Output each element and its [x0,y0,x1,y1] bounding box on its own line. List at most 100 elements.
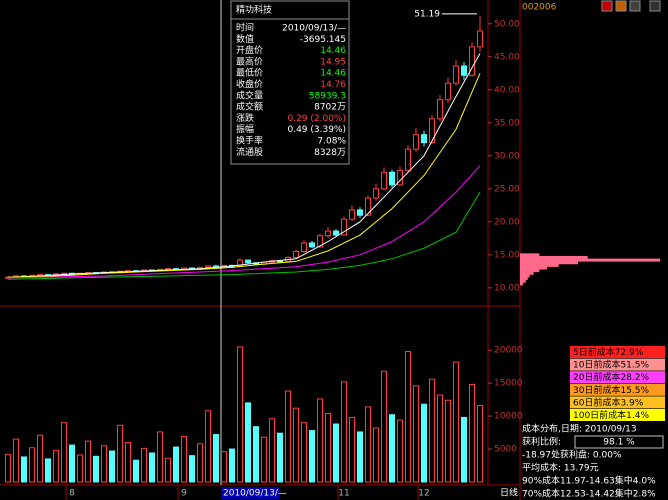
volume-bar [149,452,155,483]
x-tick-label: 9 [181,489,187,499]
x-tick-label: 2010/09/13/— [223,489,287,499]
info-label: 数值 [236,33,254,45]
volume-bar [429,378,435,483]
tool-icon[interactable] [601,0,613,12]
chip-info: 90%成本11.97-14.63集中4.0% [522,475,656,487]
legend-swatch [570,358,665,371]
volume-bar [21,456,27,483]
volume-bar [189,455,195,483]
chip-bar [520,274,530,278]
volume-bar [453,361,459,483]
volume-bar [413,385,419,483]
volume-bar [141,447,147,483]
candle-body [365,197,371,216]
legend-swatch [570,409,665,421]
volume-bar [309,430,315,483]
candle-body [357,209,363,216]
candle-body [461,65,467,76]
volume-bar [125,441,131,483]
volume-bar [53,449,59,483]
volume-bar [109,450,115,483]
chip-bar [520,261,578,265]
info-label: 最高价 [236,55,263,67]
profit-label: 获利比例: [522,436,561,448]
candle-body [445,82,451,101]
legend-text: 100日前成本1.4% [573,409,649,421]
candle-body [333,230,339,236]
chip-info: 平均成本: 13.79元 [522,462,599,474]
legend-text: 60日前成本3.9% [573,396,644,408]
volume-bar [405,351,411,483]
chip-info: 70%成本12.53-14.42集中2.8% [522,488,656,500]
volume-tick-label: 10000 [494,412,523,422]
candle-body [341,218,347,236]
candle-body [349,209,355,220]
volume-bar [397,419,403,483]
volume-bar [477,405,483,483]
info-value: 14.95 [320,57,346,67]
candle-body [309,242,315,248]
legend-text: 20日前成本28.2% [573,371,649,383]
volume-bar [181,436,187,483]
info-label: 最低价 [236,67,263,79]
volume-bar [317,398,323,483]
moving-average [7,73,481,278]
info-box: 精功科技 时间 2010/09/13/— 数值 -3695.145 开盘价 14.46 最高… [230,0,350,165]
candle-body [405,148,411,171]
chip-bar [520,255,588,259]
volume-bar [357,431,363,483]
volume-bar [29,447,35,483]
chip-bar [520,271,534,275]
volume-bar [445,399,451,483]
tool-icon[interactable] [649,0,661,12]
info-value: 0.49 (3.39%) [287,125,346,135]
chip-bar [520,253,540,257]
info-label: 流通股 [236,146,263,158]
legend-text: 5日前成本72.9% [573,346,644,358]
tool-icon[interactable] [615,0,627,12]
y-tick-label: 25.00 [494,184,520,194]
candle-body [389,171,395,186]
volume-bar [253,426,259,483]
candle-body [477,30,483,48]
volume-bar [277,432,283,483]
chip-bar [520,266,548,270]
volume-bar [45,458,51,483]
info-title: 精功科技 [236,4,272,16]
volume-bar [61,422,67,483]
info-value: 7.08% [317,137,346,147]
y-tick-label: 10.00 [494,283,520,293]
volume-bar [421,403,427,483]
volume-bar [85,440,91,483]
y-tick-label: 35.00 [494,118,520,128]
chart-layer: 10.00 15.00 20.00 25.00 30.00 35.00 40.00 45.00… [5,9,523,500]
volume-bar [229,448,235,483]
info-value: 0.29 (2.00%) [287,114,346,124]
candle-body [205,265,211,268]
chip-bar [520,279,526,283]
volume-bar [349,416,355,483]
volume-bar [285,390,291,483]
volume-bar [381,370,387,483]
volume-bar [101,445,107,483]
volume-bar [437,394,443,483]
volume-bar [365,406,371,483]
info-value: 58939.3 [309,91,346,101]
volume-bar [469,383,475,483]
y-tick-label: 45.00 [494,52,520,62]
chip-date: 成本分布,日期: 2010/09/13 [522,423,637,435]
profit-box [574,435,664,449]
volume-bar [213,434,219,483]
candle-body [429,118,435,144]
y-tick-label: 40.00 [494,85,520,95]
tool-icon[interactable] [629,0,641,12]
x-tick-label: 12 [418,489,429,499]
info-value: 8328万 [314,148,346,158]
candle-body [301,242,307,253]
volume-bar [117,424,123,483]
chip-bar [520,269,540,273]
info-value: -3695.145 [300,35,346,45]
volume-bar [173,446,179,483]
moving-average [7,53,481,278]
